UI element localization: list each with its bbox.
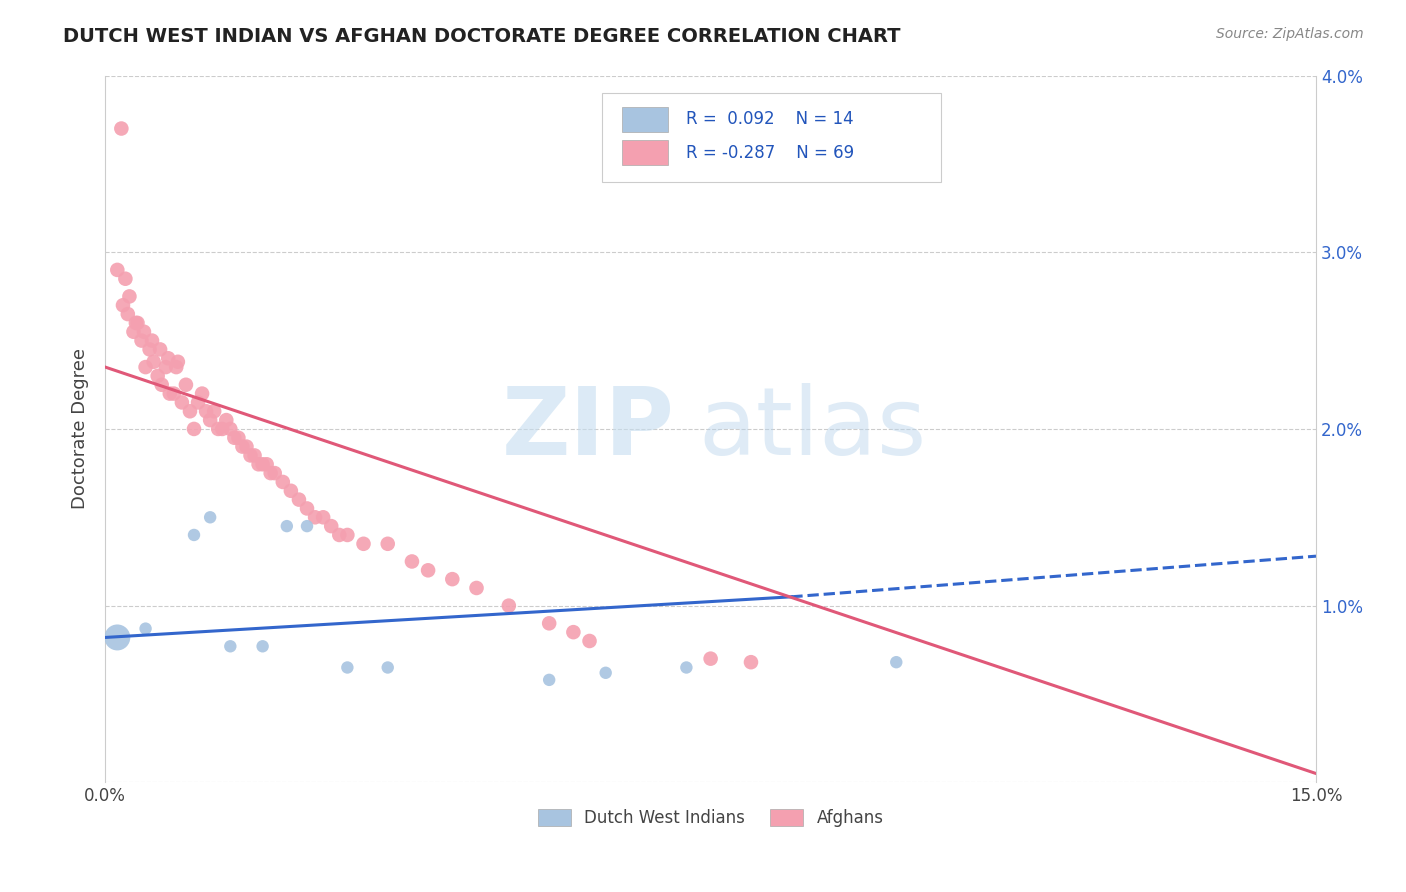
Point [562,625,585,640]
Point [174,377,197,392]
Text: Source: ZipAtlas.com: Source: ZipAtlas.com [1216,27,1364,41]
Point [150,377,173,392]
Point [256,457,278,471]
Point [263,466,285,480]
Point [135,622,157,636]
Point [105,263,128,277]
Point [127,316,149,330]
Point [170,395,193,409]
FancyBboxPatch shape [602,93,941,182]
Point [110,121,132,136]
Legend: Dutch West Indians, Afghans: Dutch West Indians, Afghans [531,803,890,834]
Point [215,413,238,427]
Point [219,422,242,436]
Point [235,440,257,454]
Point [295,519,318,533]
Point [377,660,399,674]
Point [252,640,274,654]
Point [122,325,145,339]
Point [276,519,298,533]
Point [183,422,205,436]
Point [280,483,302,498]
Text: R = -0.287    N = 69: R = -0.287 N = 69 [686,144,855,161]
Point [295,501,318,516]
Point [146,368,169,383]
Point [401,554,423,568]
Point [538,616,561,631]
Point [271,475,294,489]
Point [142,355,165,369]
Point [239,449,262,463]
Point [159,386,181,401]
Point [149,343,172,357]
Point [191,386,214,401]
Point [163,386,186,401]
Point [198,413,221,427]
Point [198,510,221,524]
Point [187,395,209,409]
Point [219,640,242,654]
Point [231,440,253,454]
Point [207,422,229,436]
Point [252,457,274,471]
Point [117,307,139,321]
Point [131,334,153,348]
Point [288,492,311,507]
Point [183,528,205,542]
Point [884,655,907,669]
Point [155,360,177,375]
Text: ZIP: ZIP [502,383,675,475]
Point [336,660,359,674]
Point [243,449,266,463]
Point [228,431,250,445]
Text: R =  0.092    N = 14: R = 0.092 N = 14 [686,111,853,128]
Point [675,660,697,674]
Point [141,334,163,348]
Point [111,298,134,312]
Point [224,431,246,445]
Point [377,537,399,551]
Point [441,572,464,586]
Point [135,360,157,375]
Point [125,316,148,330]
Point [740,655,762,669]
Point [578,634,600,648]
FancyBboxPatch shape [623,107,668,132]
Text: atlas: atlas [699,383,927,475]
Point [114,271,136,285]
Point [336,528,359,542]
Point [260,466,283,480]
Point [595,665,617,680]
Point [118,289,141,303]
Point [202,404,225,418]
Point [247,457,270,471]
Point [353,537,375,551]
Point [211,422,233,436]
Point [105,631,128,645]
Point [498,599,520,613]
Y-axis label: Doctorate Degree: Doctorate Degree [72,349,89,509]
Point [132,325,155,339]
Point [312,510,335,524]
Point [195,404,218,418]
Text: DUTCH WEST INDIAN VS AFGHAN DOCTORATE DEGREE CORRELATION CHART: DUTCH WEST INDIAN VS AFGHAN DOCTORATE DE… [63,27,901,45]
Point [328,528,350,542]
Point [416,563,439,577]
Point [699,651,721,665]
Point [538,673,561,687]
Point [165,360,187,375]
Point [138,343,160,357]
Point [321,519,343,533]
Point [167,355,190,369]
Point [465,581,488,595]
FancyBboxPatch shape [623,140,668,165]
Point [179,404,201,418]
Point [304,510,326,524]
Point [157,351,180,366]
